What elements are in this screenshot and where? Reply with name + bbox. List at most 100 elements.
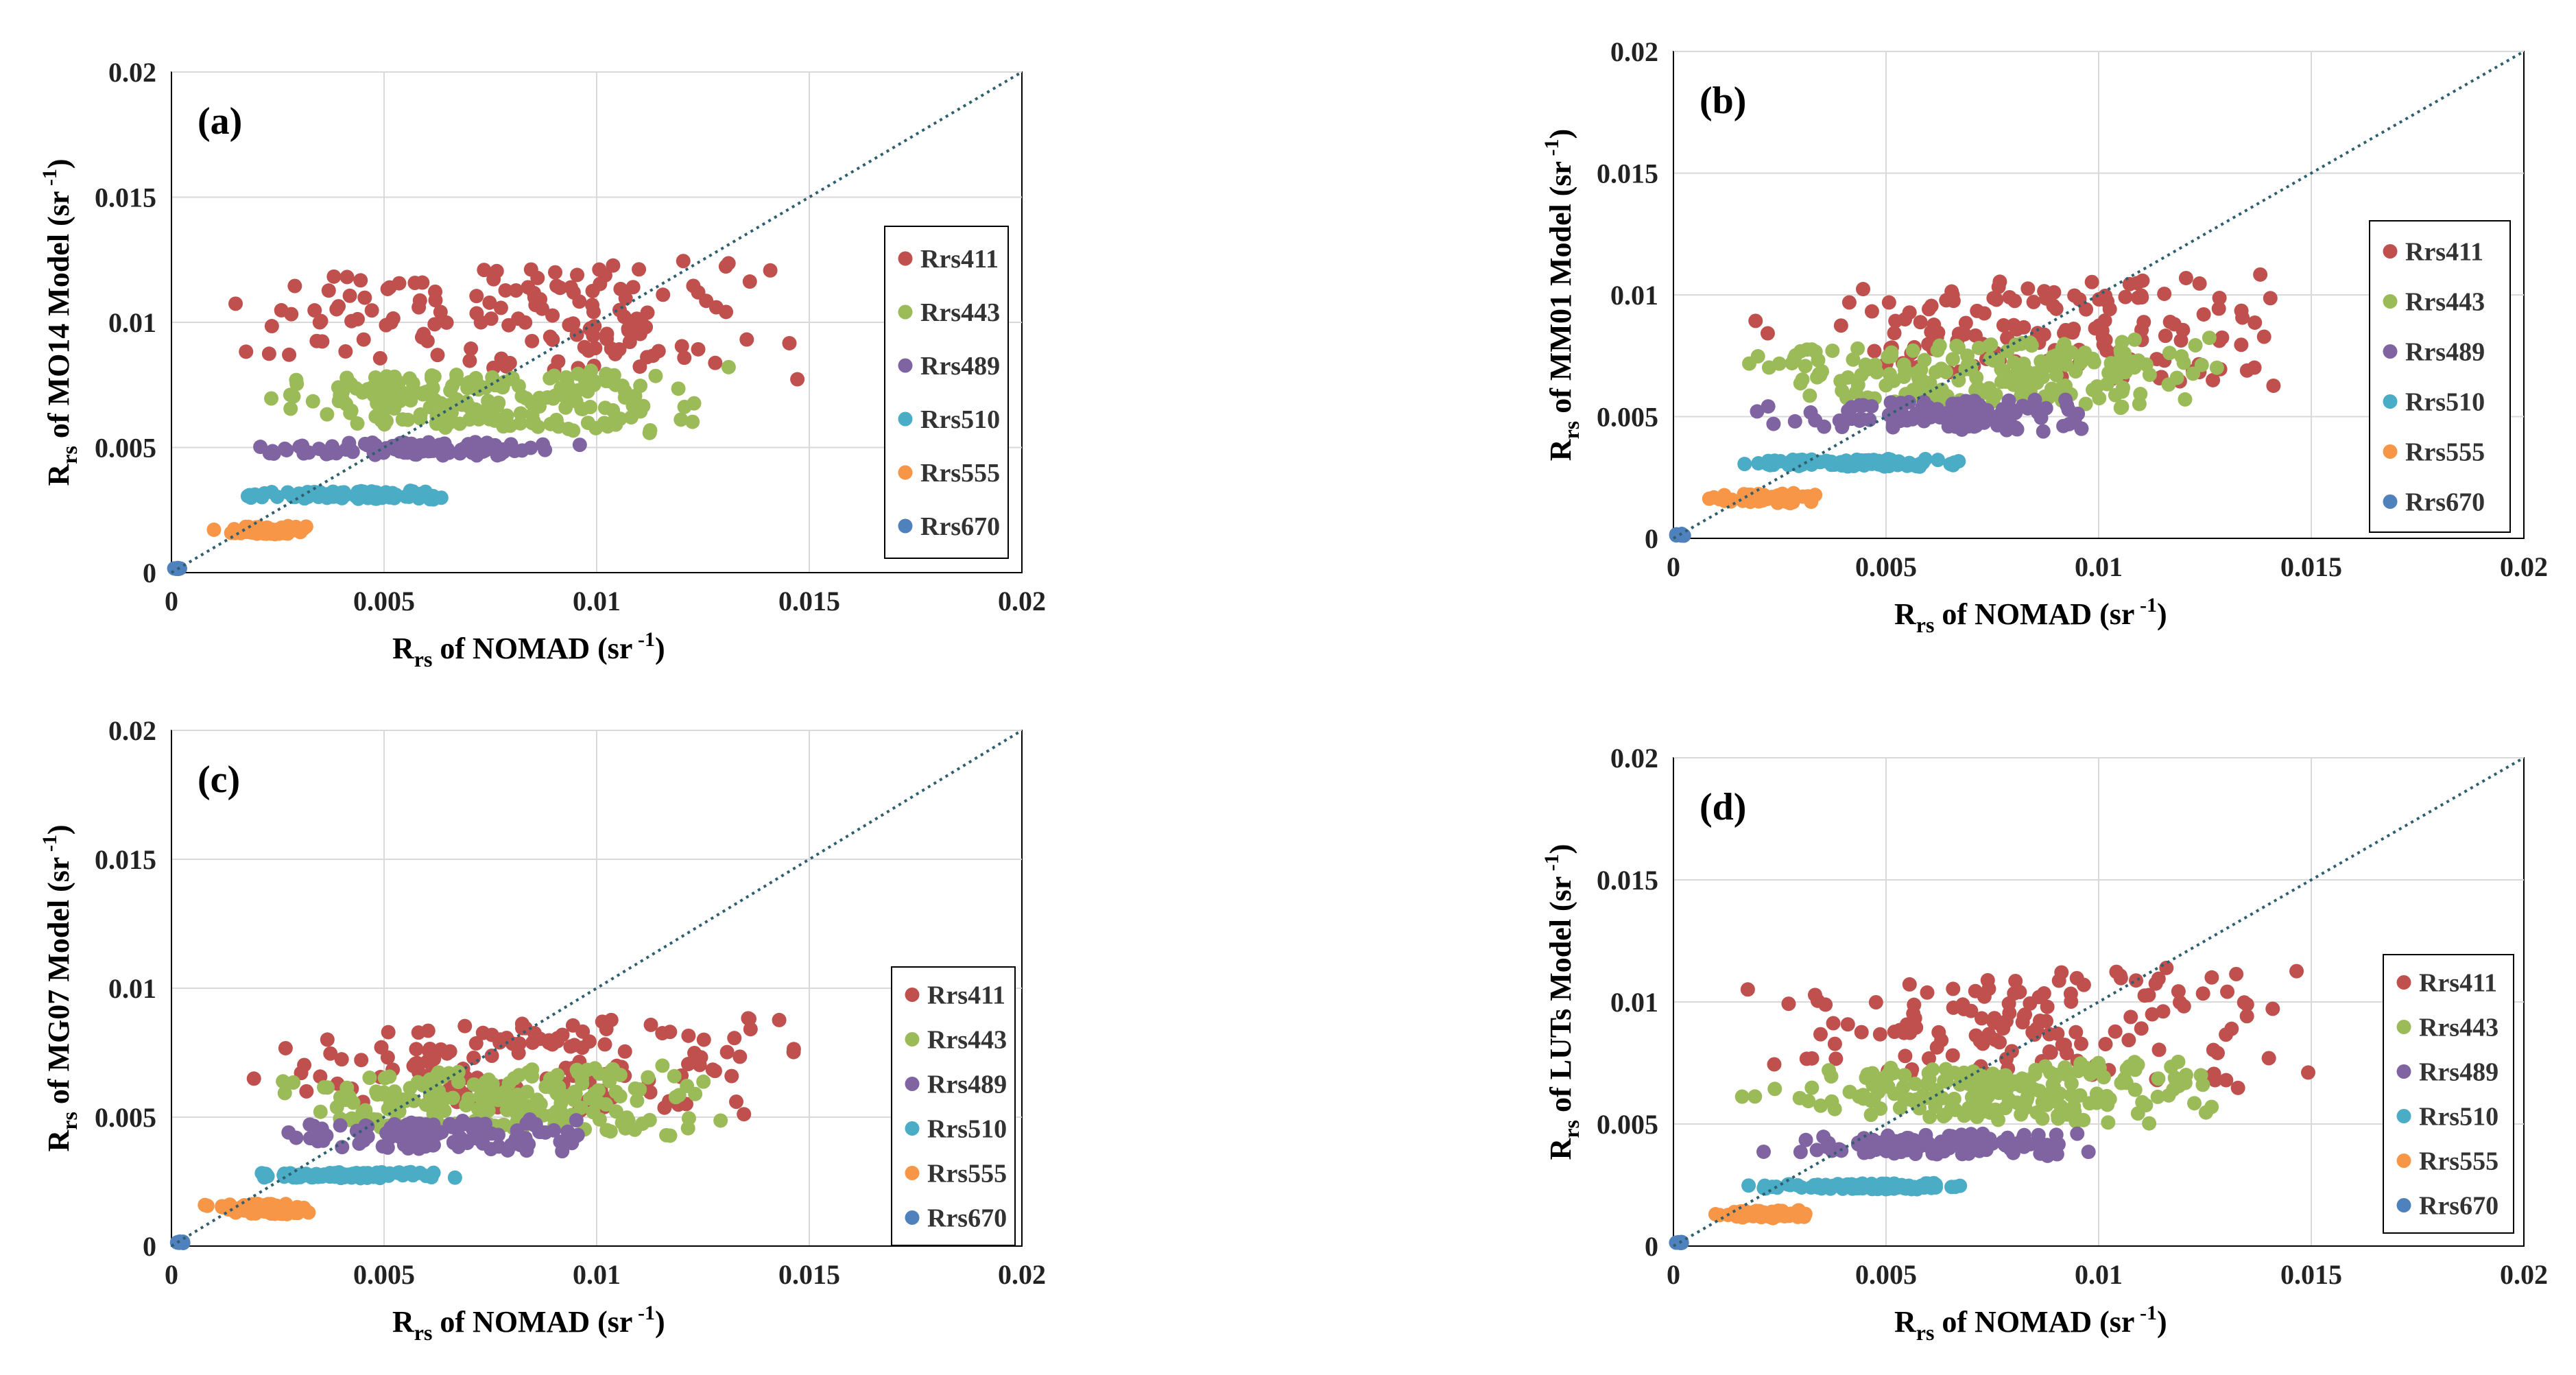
point-rrs555	[1708, 1207, 1723, 1222]
point-rrs510	[372, 1171, 387, 1186]
point-rrs411	[466, 1050, 481, 1065]
point-rrs411	[385, 311, 401, 326]
point-rrs411	[1856, 282, 1871, 297]
point-rrs411	[699, 294, 714, 309]
point-rrs443	[2096, 1070, 2111, 1085]
legend: Rrs411 Rrs443 Rrs489 Rrs510 Rrs555 Rrs670	[2369, 220, 2511, 533]
legend-marker-rrs443	[2383, 294, 2398, 309]
point-rrs411	[1988, 1032, 2003, 1047]
point-rrs411	[2137, 988, 2152, 1003]
point-rrs443	[1991, 1086, 2006, 1101]
point-rrs443	[1810, 370, 1825, 385]
point-rrs411	[1913, 315, 1928, 330]
point-rrs411	[2239, 363, 2254, 378]
point-rrs411	[464, 341, 479, 356]
point-rrs411	[415, 275, 430, 290]
point-rrs510	[1890, 457, 1905, 473]
point-rrs555	[1724, 494, 1739, 509]
point-rrs489	[1961, 1146, 1976, 1161]
point-rrs443	[485, 1077, 500, 1092]
legend-marker-rrs443	[905, 1032, 920, 1047]
point-rrs510	[1757, 1178, 1772, 1193]
point-rrs443	[551, 419, 566, 434]
point-rrs411	[1929, 1040, 1944, 1055]
legend-marker-rrs489	[905, 1077, 920, 1091]
legend-label: Rrs443	[920, 298, 1000, 327]
point-rrs510	[1916, 455, 1931, 470]
point-rrs411	[2234, 337, 2249, 352]
scatter-points	[167, 254, 805, 577]
legend-label: Rrs670	[2419, 1192, 2499, 1221]
point-rrs411	[2265, 1001, 2280, 1016]
point-rrs411	[2261, 1051, 2276, 1066]
legend-label: Rrs555	[2419, 1147, 2499, 1176]
point-rrs443	[331, 380, 346, 395]
one-to-one-line	[1673, 50, 2525, 540]
legend-label: Rrs670	[920, 512, 1000, 541]
legend-box	[884, 226, 1009, 559]
point-rrs411	[511, 311, 526, 326]
x-tick-label: 0.01	[573, 1259, 621, 1290]
point-rrs443	[286, 389, 301, 404]
point-rrs443	[681, 1111, 696, 1126]
point-rrs443	[425, 368, 440, 383]
point-rrs411	[651, 344, 666, 359]
point-rrs411	[1767, 1057, 1782, 1072]
point-rrs510	[311, 490, 326, 505]
point-rrs489	[427, 442, 442, 457]
point-rrs443	[2188, 338, 2203, 353]
point-rrs443	[495, 380, 510, 395]
point-rrs411	[2220, 984, 2235, 999]
point-rrs411	[2256, 329, 2271, 344]
point-rrs443	[577, 372, 593, 387]
legend-marker-rrs489	[2396, 1064, 2411, 1079]
point-rrs510	[277, 1166, 292, 1181]
point-rrs411	[2171, 984, 2186, 999]
point-rrs411	[786, 1044, 801, 1060]
point-rrs443	[623, 409, 639, 425]
point-rrs443	[655, 1058, 670, 1073]
point-rrs443	[342, 1089, 357, 1104]
point-rrs411	[2176, 999, 2191, 1014]
point-rrs411	[2068, 1025, 2084, 1040]
point-rrs411	[729, 1094, 744, 1109]
point-rrs411	[329, 302, 344, 317]
point-rrs443	[1772, 356, 1787, 371]
point-rrs443	[462, 412, 477, 427]
point-rrs670	[1669, 1235, 1684, 1250]
x-axis-label: Rrs of NOMAD (sr -1)	[392, 628, 665, 671]
point-rrs411	[442, 1044, 457, 1059]
point-rrs443	[1932, 338, 1947, 353]
legend-label: Rrs555	[2405, 438, 2485, 467]
point-rrs443	[2083, 1066, 2098, 1081]
point-rrs443	[588, 420, 604, 435]
point-rrs411	[2230, 1080, 2245, 1095]
x-tick-label: 0.015	[778, 586, 840, 617]
point-rrs555	[249, 1203, 264, 1218]
point-rrs411	[566, 316, 581, 331]
point-rrs510	[254, 490, 270, 505]
point-rrs411	[782, 335, 797, 350]
point-rrs411	[409, 1042, 424, 1057]
point-rrs411	[2158, 328, 2173, 344]
point-rrs411	[663, 1025, 678, 1040]
point-rrs443	[641, 1070, 656, 1085]
point-rrs510	[379, 485, 394, 500]
point-rrs443	[388, 383, 403, 398]
point-rrs443	[648, 368, 663, 383]
point-rrs443	[1994, 374, 2009, 390]
point-rrs443	[486, 407, 501, 422]
point-rrs443	[1842, 1084, 1857, 1099]
x-tick-label: 0.02	[998, 586, 1046, 617]
point-rrs411	[2289, 964, 2304, 979]
point-rrs443	[2092, 391, 2107, 406]
point-rrs443	[2123, 357, 2138, 372]
point-rrs411	[1781, 996, 1796, 1012]
point-rrs411	[380, 281, 395, 296]
point-rrs411	[548, 265, 563, 280]
point-rrs443	[2048, 383, 2063, 398]
point-rrs443	[1983, 351, 1998, 366]
point-rrs489	[452, 1129, 467, 1145]
point-rrs443	[2187, 1096, 2202, 1111]
point-rrs411	[586, 304, 601, 320]
